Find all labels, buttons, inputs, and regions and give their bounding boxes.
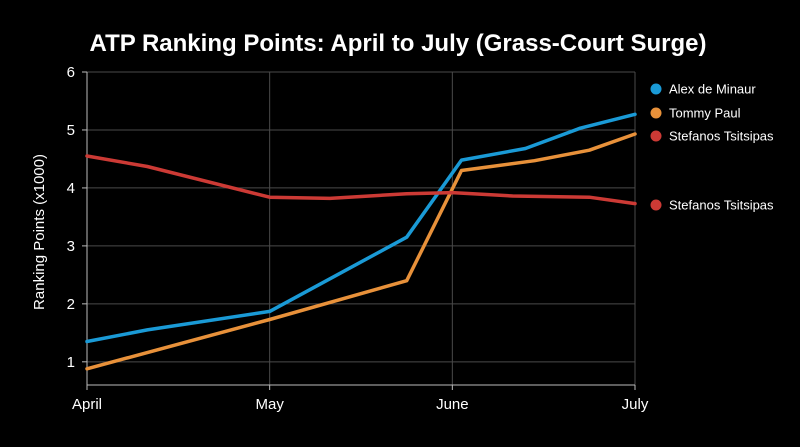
x-tick-label: June: [436, 396, 469, 413]
legend-marker: [650, 199, 662, 211]
legend-label: Alex de Minaur: [669, 82, 756, 97]
x-tick-label: May: [255, 396, 284, 413]
y-tick-label: 4: [67, 180, 75, 197]
legend-label: Stefanos Tsitsipas: [669, 129, 774, 144]
legend-label: Stefanos Tsitsipas: [669, 198, 774, 213]
x-tick-label: July: [622, 396, 649, 413]
series-line-tommy-paul: [85, 132, 637, 371]
chart-title: ATP Ranking Points: April to July (Grass…: [90, 30, 707, 57]
legend-item: Stefanos Tsitsipas: [650, 198, 774, 213]
y-tick-label: 2: [67, 296, 75, 313]
grid: [86, 71, 636, 385]
legend-item: Alex de Minaur: [650, 82, 756, 97]
legend: Alex de Minaur Tommy Paul Stefanos Tsitsip…: [650, 82, 774, 213]
legend-item: Tommy Paul: [650, 106, 741, 121]
y-tick-label: 3: [67, 238, 75, 255]
y-tick-label: 1: [67, 354, 75, 371]
y-tick-label: 6: [67, 64, 75, 81]
series-line-stefanos-tsitsipas: [85, 154, 637, 206]
series-lines: [85, 112, 637, 371]
legend-marker: [650, 107, 662, 119]
legend-item: Stefanos Tsitsipas: [650, 129, 774, 144]
series-line-alex-de-minaur: [85, 112, 637, 344]
y-tick-label: 5: [67, 122, 75, 139]
y-axis-label: Ranking Points (x1000): [31, 154, 48, 310]
axes: 1 2 3 4 5 6 April May June July: [67, 64, 649, 413]
legend-label: Tommy Paul: [669, 106, 741, 121]
legend-marker: [650, 83, 662, 95]
x-tick-label: April: [72, 396, 102, 413]
legend-marker: [650, 130, 662, 142]
